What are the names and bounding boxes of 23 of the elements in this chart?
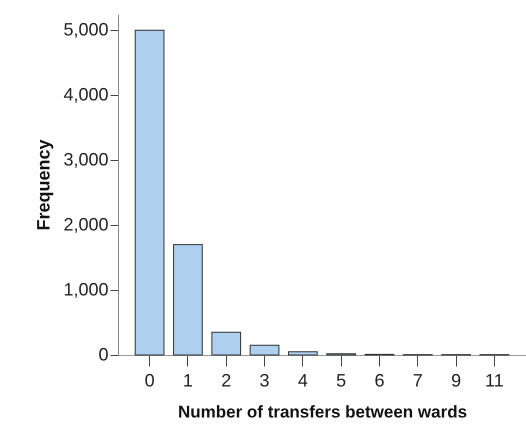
x-tick-label: 4 (298, 370, 308, 390)
x-tick-label: 0 (144, 370, 155, 390)
bar (211, 332, 242, 356)
x-tick-label: 1 (182, 370, 193, 390)
x-tick-label: 7 (412, 370, 423, 390)
y-axis-title: Frequency (33, 139, 54, 231)
x-tick-label: 3 (260, 370, 270, 390)
y-tick-label: 0 (98, 344, 108, 364)
bar (288, 351, 318, 356)
x-tick-label: 11 (485, 370, 504, 390)
bar (134, 30, 164, 356)
x-tick-label: 9 (451, 370, 462, 390)
y-tick-label: 3,000 (63, 150, 108, 170)
x-axis-title: Number of transfers between wards (178, 402, 468, 422)
x-tick-label: 2 (221, 370, 232, 390)
bar (250, 344, 280, 356)
x-tick-label: 5 (336, 370, 346, 390)
bar (173, 244, 203, 356)
y-tick-label: 4,000 (63, 84, 108, 105)
y-tick-label: 5,000 (63, 20, 108, 40)
y-tick-label: 2,000 (63, 214, 108, 235)
x-tick-label: 6 (374, 370, 384, 390)
y-tick-label: 1,000 (63, 280, 108, 300)
